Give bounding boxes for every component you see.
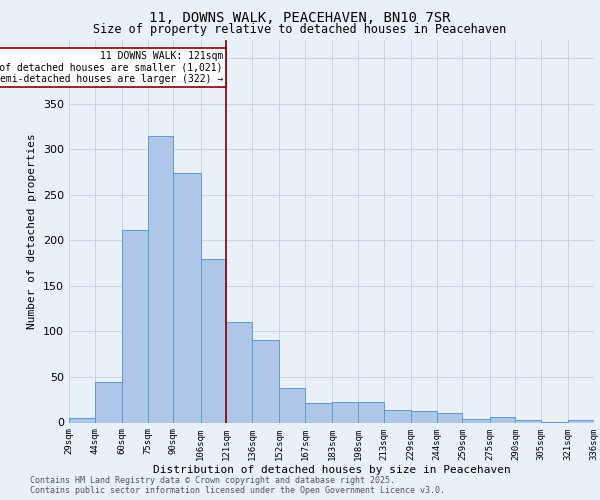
X-axis label: Distribution of detached houses by size in Peacehaven: Distribution of detached houses by size … [152, 465, 511, 475]
Text: Contains HM Land Registry data © Crown copyright and database right 2025.
Contai: Contains HM Land Registry data © Crown c… [30, 476, 445, 495]
Bar [437, 414, 463, 422]
Bar [200, 258, 226, 422]
Bar [411, 410, 437, 422]
Bar [305, 404, 332, 422]
Bar [358, 402, 383, 422]
Text: 11, DOWNS WALK, PEACEHAVEN, BN10 7SR: 11, DOWNS WALK, PEACEHAVEN, BN10 7SR [149, 11, 451, 25]
Bar [280, 388, 305, 422]
Bar [383, 410, 411, 422]
Bar [69, 418, 95, 422]
Bar [252, 340, 280, 422]
Bar [463, 419, 490, 422]
Bar [148, 136, 173, 422]
Bar [332, 402, 358, 422]
Y-axis label: Number of detached properties: Number of detached properties [28, 134, 37, 329]
Bar [122, 230, 148, 422]
Bar [173, 173, 200, 422]
Bar [95, 382, 122, 422]
Bar [568, 420, 594, 422]
Bar [515, 420, 541, 422]
Bar [226, 322, 252, 422]
Bar [490, 417, 515, 422]
Text: 11 DOWNS WALK: 121sqm
← 76% of detached houses are smaller (1,021)
24% of semi-d: 11 DOWNS WALK: 121sqm ← 76% of detached … [0, 51, 223, 84]
Text: Size of property relative to detached houses in Peacehaven: Size of property relative to detached ho… [94, 22, 506, 36]
